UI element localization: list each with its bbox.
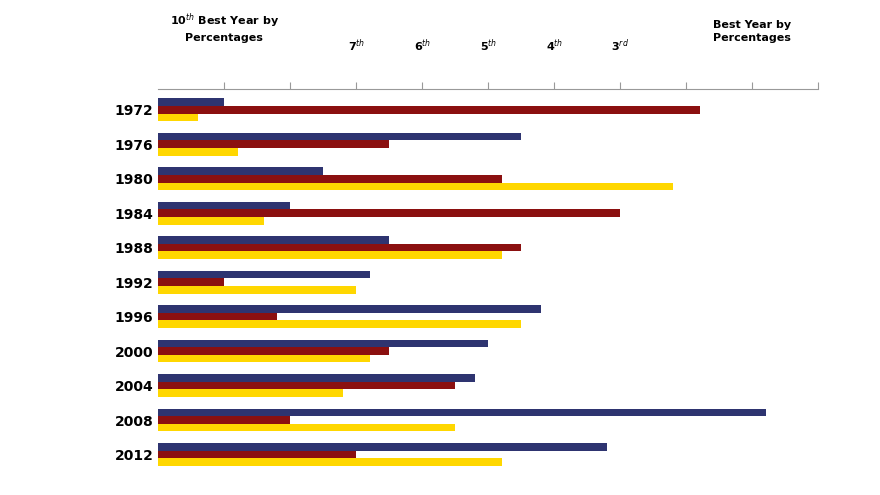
Bar (158, 99, 224, 106)
Text: Best Year by
Percentages: Best Year by Percentages (714, 20, 791, 43)
Bar (158, 251, 502, 259)
Bar (158, 424, 456, 432)
Bar (158, 113, 198, 121)
Text: 5$^{th}$: 5$^{th}$ (480, 38, 497, 54)
Bar (158, 443, 607, 451)
Bar (158, 278, 224, 286)
Bar (158, 390, 343, 397)
Bar (158, 409, 766, 416)
Text: 10$^{th}$ Best Year by
Percentages: 10$^{th}$ Best Year by Percentages (170, 12, 279, 43)
Bar (158, 382, 456, 390)
Bar (158, 313, 277, 320)
Bar (158, 175, 502, 183)
Bar (158, 271, 370, 278)
Bar (158, 167, 324, 175)
Text: 6$^{th}$: 6$^{th}$ (414, 38, 431, 54)
Bar (158, 416, 290, 424)
Bar (158, 374, 475, 382)
Bar (158, 340, 488, 347)
Bar (158, 209, 620, 217)
Text: 4$^{th}$: 4$^{th}$ (546, 38, 563, 54)
Bar (158, 141, 390, 148)
Text: 3$^{rd}$: 3$^{rd}$ (612, 38, 629, 54)
Bar (158, 286, 356, 294)
Bar (158, 183, 673, 190)
Bar (158, 458, 502, 466)
Bar (158, 133, 521, 141)
Text: 7$^{th}$: 7$^{th}$ (348, 38, 365, 54)
Bar (158, 217, 264, 225)
Bar (158, 451, 356, 458)
Bar (158, 320, 521, 328)
Bar (158, 148, 238, 155)
Bar (158, 244, 521, 251)
Bar (158, 202, 290, 209)
Bar (158, 236, 390, 244)
Bar (158, 347, 390, 355)
Bar (158, 106, 700, 113)
Bar (158, 305, 541, 313)
Bar (158, 355, 370, 362)
